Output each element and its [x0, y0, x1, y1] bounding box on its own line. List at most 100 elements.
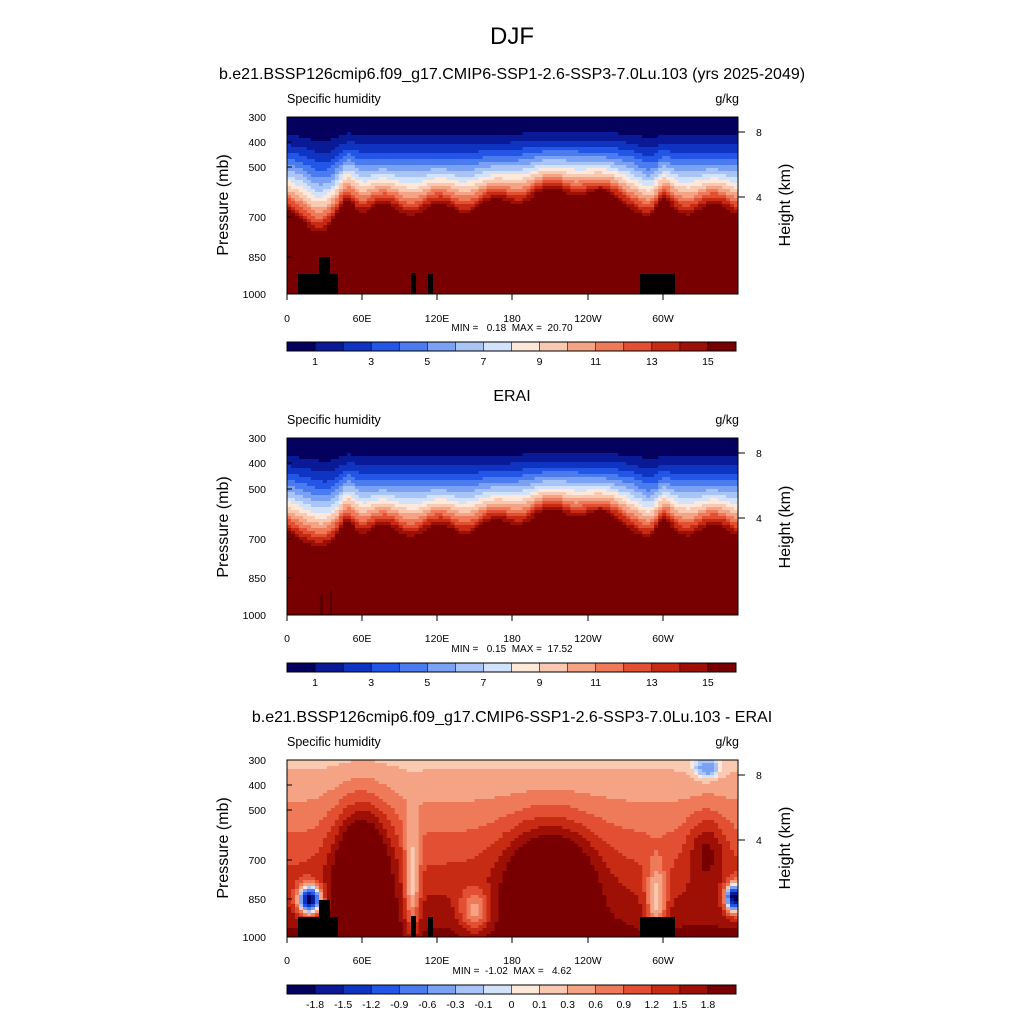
- contour-cell: [574, 180, 579, 184]
- contour-cell: [322, 898, 328, 902]
- contour-cell: [702, 853, 715, 857]
- contour-cell: [478, 198, 484, 202]
- contour-cell: [466, 922, 484, 926]
- contour-cell: [674, 192, 699, 196]
- colorbar-swatch: [595, 663, 625, 672]
- contour-cell: [590, 862, 607, 866]
- contour-cell: [406, 802, 424, 806]
- contour-cell: [654, 189, 659, 193]
- contour-cell: [386, 817, 400, 821]
- contour-cell: [730, 874, 738, 878]
- contour-cell: [302, 507, 336, 511]
- contour-cell: [694, 519, 703, 523]
- contour-cell: [302, 522, 320, 526]
- x-tick-label: 180: [503, 633, 521, 645]
- contour-cell: [714, 832, 723, 836]
- contour-cell: [310, 901, 316, 905]
- contour-cell: [287, 546, 738, 550]
- topography-mask: [298, 917, 338, 937]
- x-tick-label: 180: [503, 313, 521, 325]
- contour-cell: [354, 207, 372, 211]
- contour-cell: [594, 847, 615, 851]
- contour-cell: [426, 504, 456, 508]
- contour-cell: [674, 201, 679, 205]
- contour-cell: [482, 910, 488, 914]
- contour-cell: [374, 525, 392, 529]
- y2-axis-title: Height (km): [777, 807, 794, 890]
- contour-cell: [378, 796, 404, 800]
- contour-cell: [294, 522, 304, 526]
- contour-cell: [618, 510, 623, 514]
- contour-cell: [626, 516, 631, 520]
- contour-cell: [450, 195, 480, 199]
- contour-cell: [670, 934, 738, 937]
- contour-cell: [402, 847, 408, 851]
- contour-cell: [690, 874, 723, 878]
- contour-cell: [430, 525, 448, 529]
- contour-cell: [346, 474, 352, 478]
- contour-cell: [718, 498, 738, 502]
- contour-cell: [326, 856, 336, 860]
- contour-cell: [294, 210, 300, 214]
- contour-cell: [334, 853, 388, 857]
- contour-cell: [642, 513, 655, 517]
- contour-cell: [426, 832, 504, 836]
- contour-cell: [342, 820, 356, 824]
- contour-cell: [338, 153, 348, 157]
- contour-cell: [542, 480, 567, 484]
- contour-cell: [287, 859, 308, 863]
- contour-cell: [402, 883, 408, 887]
- contour-cell: [638, 528, 655, 532]
- contour-cell: [650, 201, 655, 205]
- contour-cell: [287, 171, 296, 175]
- contour-cell: [702, 198, 727, 202]
- contour-cell: [486, 189, 508, 193]
- contour-cell: [478, 186, 488, 190]
- contour-cell: [302, 495, 336, 499]
- contour-cell: [630, 498, 643, 502]
- contour-cell: [534, 156, 607, 160]
- contour-cell: [694, 195, 703, 199]
- contour-cell: [370, 192, 384, 196]
- contour-cell: [342, 201, 352, 205]
- contour-cell: [450, 904, 460, 908]
- contour-cell: [410, 898, 416, 902]
- contour-cell: [474, 495, 492, 499]
- contour-cell: [530, 510, 536, 514]
- contour-cell: [626, 510, 639, 514]
- contour-cell: [422, 904, 452, 908]
- contour-cell: [522, 198, 532, 202]
- contour-cell: [502, 877, 599, 881]
- contour-cell: [322, 793, 348, 797]
- contour-cell: [598, 853, 623, 857]
- contour-cell: [694, 811, 719, 815]
- contour-cell: [418, 859, 424, 863]
- contour-cell: [426, 868, 492, 872]
- contour-cell: [646, 907, 651, 911]
- contour-cell: [714, 772, 719, 776]
- contour-cell: [346, 498, 352, 502]
- contour-cell: [694, 501, 731, 505]
- contour-cell: [330, 883, 396, 887]
- colorbar-label: 0.6: [588, 999, 603, 1011]
- colorbar-label: 9: [537, 677, 543, 689]
- contour-cell: [658, 456, 738, 460]
- contour-cell: [287, 871, 324, 875]
- contour-cell: [522, 522, 623, 526]
- contour-cell: [290, 204, 300, 208]
- contour-cell: [342, 516, 352, 520]
- contour-cell: [666, 910, 671, 914]
- contour-cell: [287, 895, 292, 899]
- contour-cell: [390, 805, 408, 809]
- y2-tick-label: 4: [756, 192, 762, 204]
- contour-cell: [326, 168, 336, 172]
- contour-cell: [410, 904, 416, 908]
- contour-cell: [414, 868, 420, 872]
- contour-cell: [354, 198, 360, 202]
- contour-cell: [426, 898, 452, 902]
- contour-cell: [482, 180, 528, 184]
- y-tick-label: 300: [248, 112, 266, 124]
- contour-cell: [642, 889, 647, 893]
- contour-cell: [330, 201, 336, 205]
- contour-cell: [478, 910, 484, 914]
